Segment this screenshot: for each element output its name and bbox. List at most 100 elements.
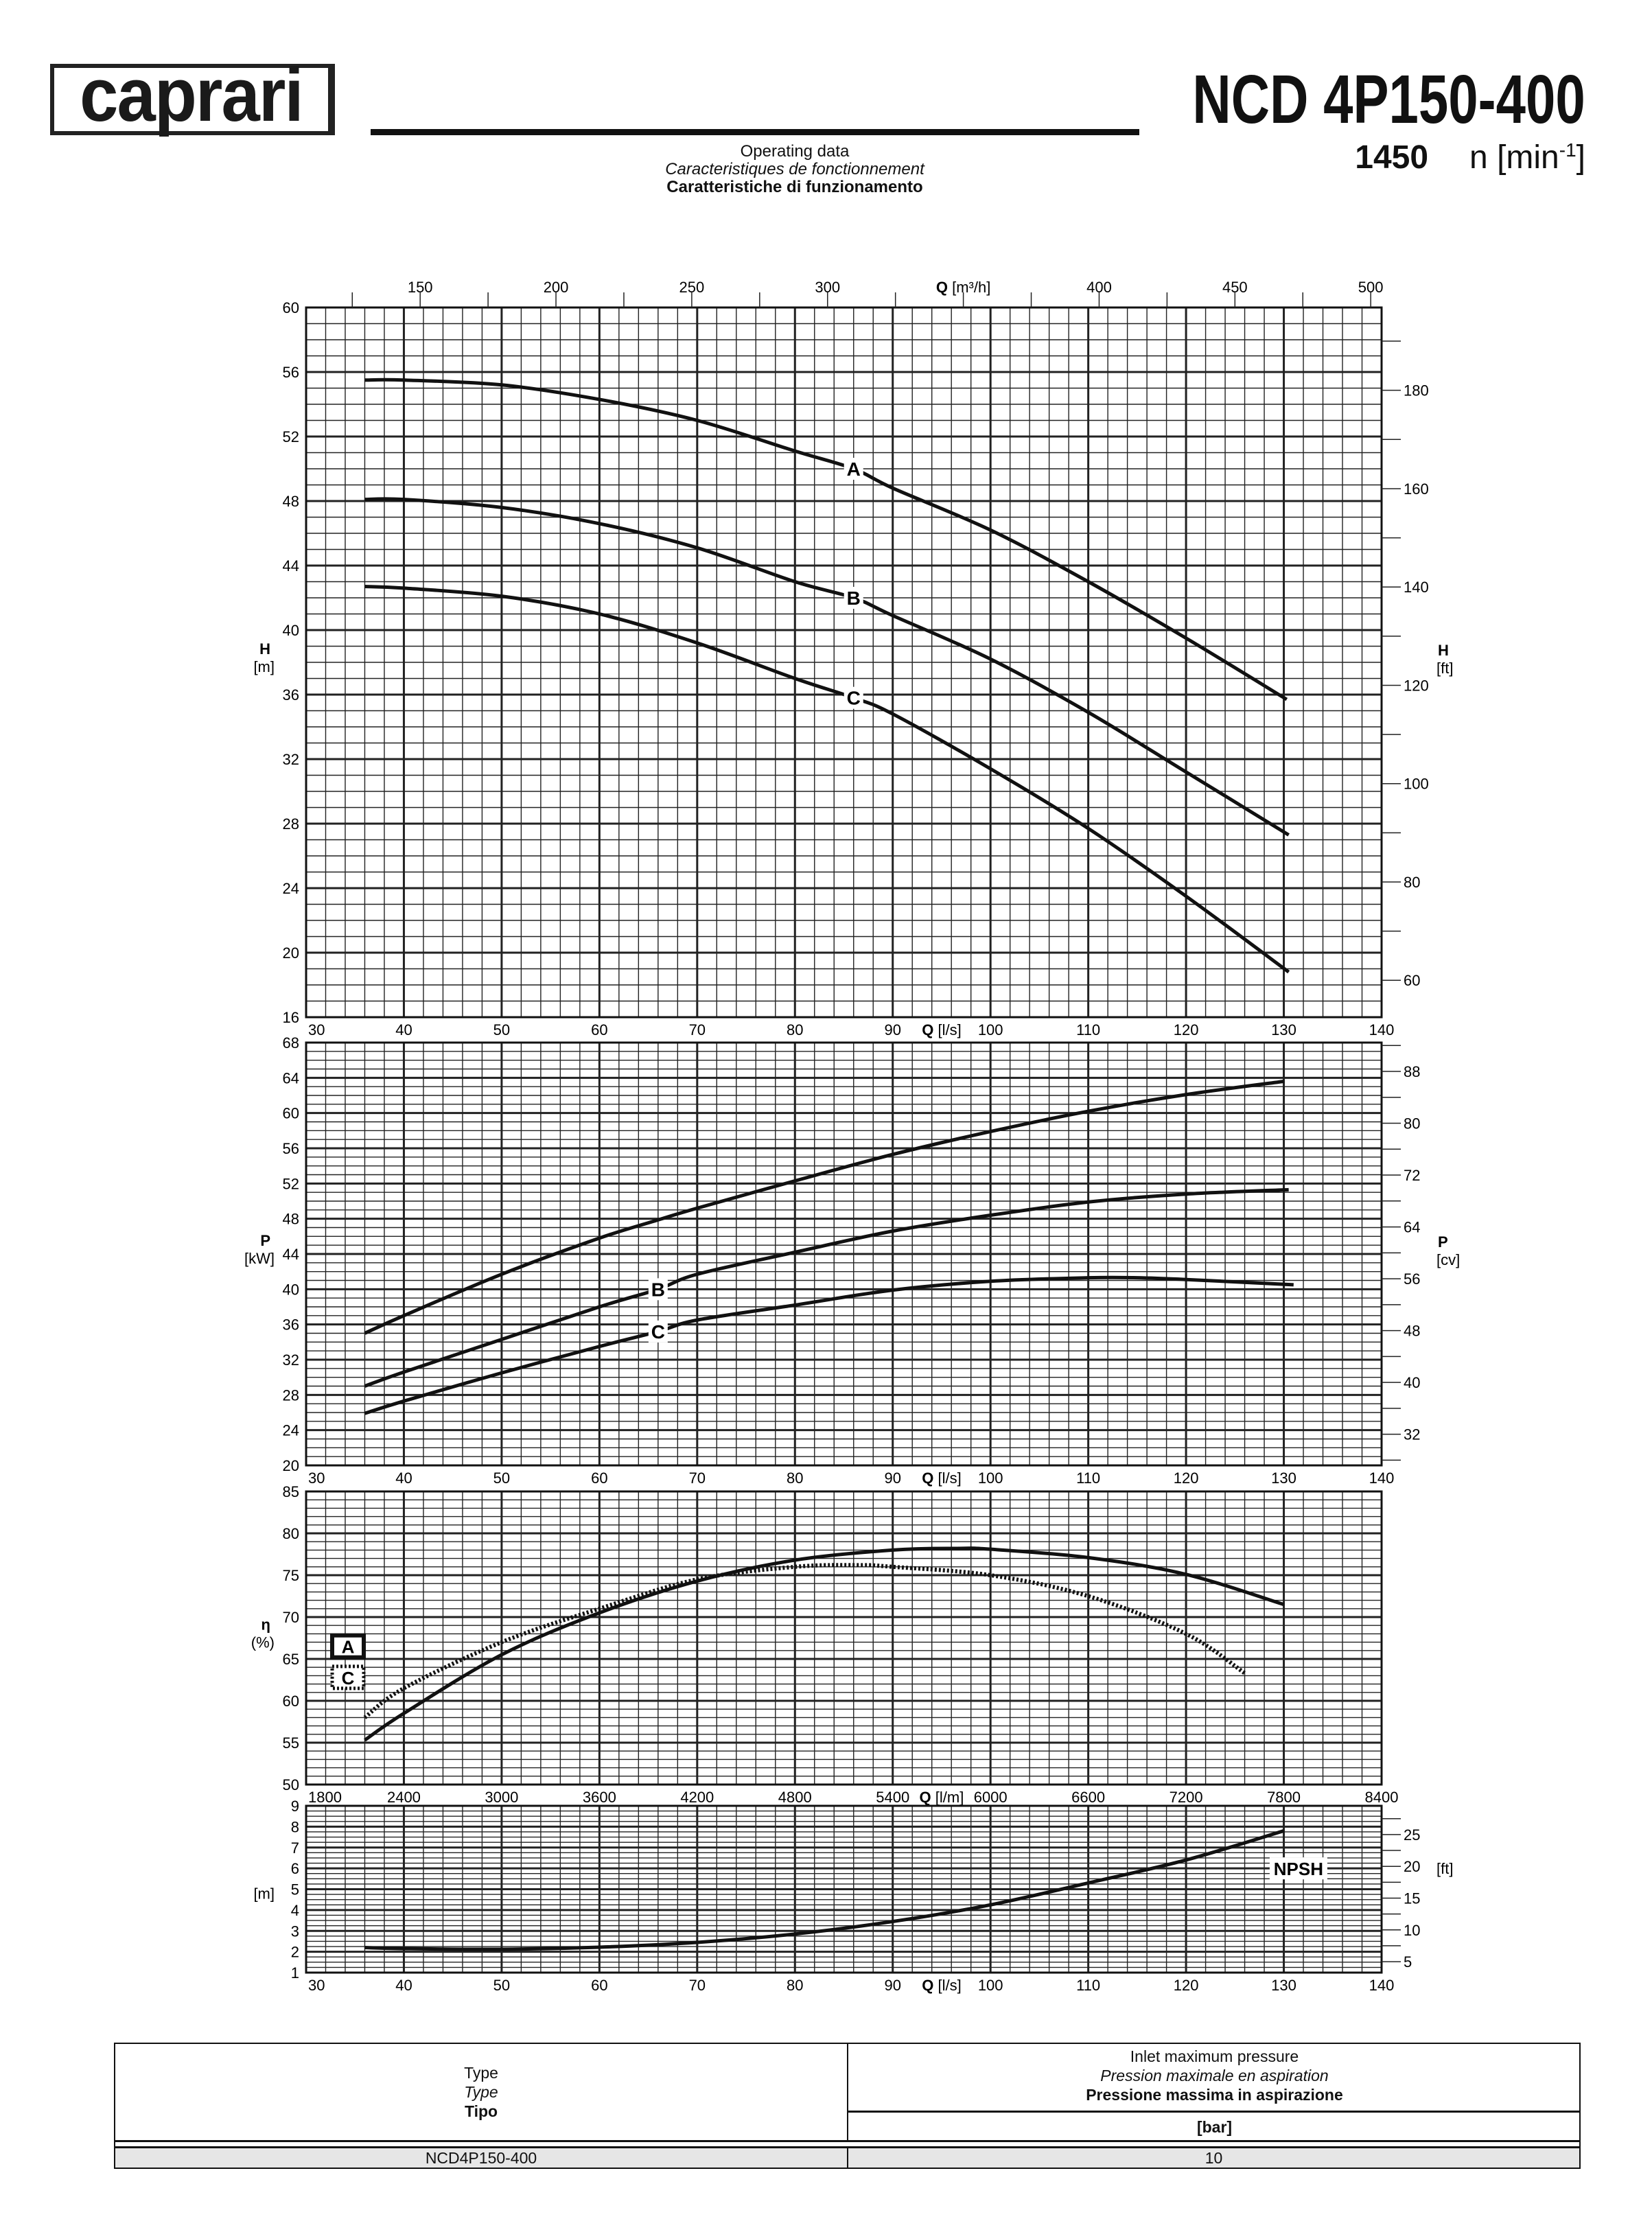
legend-box-a xyxy=(330,1633,366,1660)
x-tick-label: 50 xyxy=(493,1021,510,1038)
y-tick-label: 80 xyxy=(283,1525,299,1542)
y-tick-label: 9 xyxy=(291,1798,299,1815)
pressure-fr: Pression maximale en aspiration xyxy=(1100,2067,1329,2084)
curve-a xyxy=(364,1546,1285,1742)
right-axis-tick-label: 20 xyxy=(1404,1858,1420,1875)
x-tick-label: 60 xyxy=(591,1977,607,1994)
top-axis-label: Q [m³/h] xyxy=(936,279,990,296)
subtitle-it: Caratteristiche di funzionamento xyxy=(666,178,923,196)
right-axis-tick-label: 32 xyxy=(1404,1426,1420,1443)
y-tick-label: 75 xyxy=(283,1567,299,1584)
y-tick-label: 1 xyxy=(291,1964,299,1982)
plot-frame xyxy=(305,1804,1383,1974)
speed-value: 1450 xyxy=(1355,139,1429,176)
x-tick-label: 40 xyxy=(395,1469,412,1487)
curve-label-bg xyxy=(844,686,863,709)
right-axis-tick-label: 80 xyxy=(1404,874,1420,891)
y-tick-label: 85 xyxy=(283,1483,299,1500)
speed-unit-close: ] xyxy=(1576,139,1585,176)
x-tick-label: 80 xyxy=(787,1021,803,1038)
pressure-it: Pressione massima in aspirazione xyxy=(1086,2086,1343,2104)
npsh-curve-label: NPSH xyxy=(1274,1859,1323,1879)
x-tick-label: 90 xyxy=(884,1021,900,1038)
right-axis-tick-label: 64 xyxy=(1404,1219,1420,1236)
y-tick-label: 4 xyxy=(291,1902,299,1919)
x-tick-label: 30 xyxy=(308,1469,325,1487)
right-axis-tick-label: 120 xyxy=(1404,677,1429,694)
x-tick-label: 3000 xyxy=(485,1789,518,1806)
right-axis-tick-label: 10 xyxy=(1404,1922,1420,1939)
right-axis-tick-label: 160 xyxy=(1404,480,1429,498)
legend-label-a: A xyxy=(342,1637,355,1658)
type-it: Tipo xyxy=(464,2102,498,2120)
right-axis-unit: [ft] xyxy=(1436,660,1453,677)
x-tick-label: 8400 xyxy=(1365,1789,1399,1806)
y-tick-label: 6 xyxy=(291,1860,299,1877)
y-tick-label: 70 xyxy=(283,1609,299,1626)
header-rule xyxy=(371,129,1139,135)
top-axis-tick-label: 450 xyxy=(1222,279,1248,296)
y-tick-label: 28 xyxy=(283,1386,299,1404)
x-tick-label: 1800 xyxy=(308,1789,342,1806)
y-tick-label: 44 xyxy=(283,1246,299,1263)
pressure-unit: [bar] xyxy=(1196,2118,1233,2136)
y-tick-label: 7 xyxy=(291,1839,299,1857)
y-tick-label: 20 xyxy=(283,944,299,962)
x-tick-label: 90 xyxy=(884,1977,900,1994)
curve-label-bg xyxy=(648,1278,668,1301)
x-tick-label: 60 xyxy=(591,1469,607,1487)
y-tick-label: 24 xyxy=(283,880,299,897)
right-axis-tick-label: 56 xyxy=(1404,1270,1420,1288)
speed-readout: 1450 n [min-1] xyxy=(1355,141,1585,174)
right-axis-tick-label: 60 xyxy=(1404,972,1420,989)
x-tick-label: 70 xyxy=(689,1469,706,1487)
x-tick-label: 40 xyxy=(395,1977,412,1994)
x-tick-label: 30 xyxy=(308,1977,325,1994)
x-tick-label: 80 xyxy=(787,1469,803,1487)
curve-label-bg xyxy=(844,587,863,609)
right-axis-tick-label: 40 xyxy=(1404,1374,1420,1391)
right-axis-label: P xyxy=(1438,1233,1448,1251)
y-axis-label: η xyxy=(261,1616,270,1634)
y-axis-label: P xyxy=(260,1232,270,1249)
pressure-en: Inlet maximum pressure xyxy=(1130,2047,1299,2065)
y-tick-label: 16 xyxy=(283,1009,299,1026)
x-tick-label: 4800 xyxy=(778,1789,812,1806)
x-tick-label: 2400 xyxy=(387,1789,421,1806)
x-tick-label: 50 xyxy=(493,1469,510,1487)
y-tick-label: 36 xyxy=(283,1316,299,1334)
plot-frame xyxy=(305,306,1383,1019)
type-en: Type xyxy=(464,2064,498,2082)
x-tick-label: 120 xyxy=(1174,1021,1199,1038)
x-tick-label: 80 xyxy=(787,1977,803,1994)
y-tick-label: 48 xyxy=(283,1211,299,1228)
y-tick-label: 60 xyxy=(283,1105,299,1122)
right-axis-tick-label: 5 xyxy=(1404,1953,1412,1971)
y-tick-label: 60 xyxy=(283,1693,299,1710)
right-axis-tick-label: 72 xyxy=(1404,1167,1420,1184)
x-tick-label: 110 xyxy=(1076,1469,1100,1487)
y-axis-unit: (%) xyxy=(251,1634,275,1651)
x-tick-label: 5400 xyxy=(876,1789,909,1806)
curve-label-bg xyxy=(844,458,863,480)
curve-label-c: C xyxy=(847,688,861,709)
x-tick-label: 50 xyxy=(493,1977,510,1994)
x-tick-label: 120 xyxy=(1174,1977,1199,1994)
type-fr: Type xyxy=(464,2083,498,2101)
y-tick-label: 52 xyxy=(283,428,299,445)
y-tick-label: 28 xyxy=(283,815,299,833)
curve-a xyxy=(364,377,1288,701)
x-tick-label: 6600 xyxy=(1071,1789,1105,1806)
right-axis-tick-label: 25 xyxy=(1404,1826,1420,1844)
curve-c xyxy=(364,1275,1294,1415)
y-tick-label: 60 xyxy=(283,299,299,316)
curve-npsh xyxy=(364,1829,1285,1951)
y-tick-label: 3 xyxy=(291,1922,299,1940)
subtitle-en: Operating data xyxy=(740,142,850,161)
right-axis-unit: [cv] xyxy=(1436,1251,1460,1268)
right-axis-tick-label: 80 xyxy=(1404,1115,1420,1132)
y-tick-label: 40 xyxy=(283,622,299,639)
x-tick-label: 7200 xyxy=(1170,1789,1203,1806)
y-tick-label: 8 xyxy=(291,1818,299,1835)
